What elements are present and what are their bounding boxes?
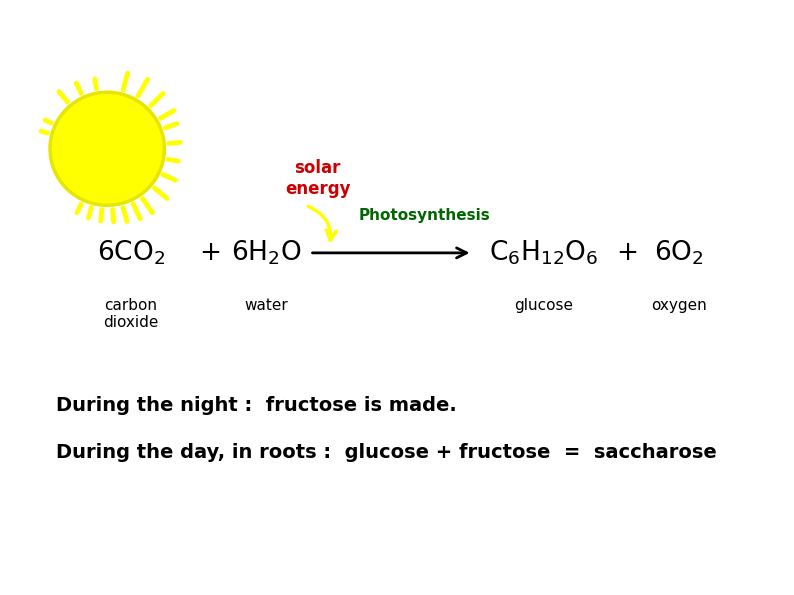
- Ellipse shape: [50, 92, 164, 205]
- Text: +: +: [616, 240, 638, 266]
- Text: $\mathregular{C_6H_{12}O_6}$: $\mathregular{C_6H_{12}O_6}$: [489, 239, 599, 267]
- Text: oxygen: oxygen: [651, 298, 707, 312]
- Text: $\mathregular{6H_2O}$: $\mathregular{6H_2O}$: [231, 239, 301, 267]
- Text: +: +: [199, 240, 222, 266]
- Text: water: water: [244, 298, 288, 312]
- Text: During the night :  fructose is made.: During the night : fructose is made.: [56, 396, 457, 415]
- Text: Photosynthesis: Photosynthesis: [359, 208, 491, 223]
- Text: solar
energy: solar energy: [285, 159, 350, 198]
- Text: glucose: glucose: [515, 298, 573, 312]
- Text: $\mathregular{6O_2}$: $\mathregular{6O_2}$: [654, 239, 703, 267]
- Text: $\mathregular{6CO_2}$: $\mathregular{6CO_2}$: [97, 239, 165, 267]
- Text: During the day, in roots :  glucose + fructose  =  saccharose: During the day, in roots : glucose + fru…: [56, 443, 716, 462]
- Text: carbon
dioxide: carbon dioxide: [103, 298, 159, 330]
